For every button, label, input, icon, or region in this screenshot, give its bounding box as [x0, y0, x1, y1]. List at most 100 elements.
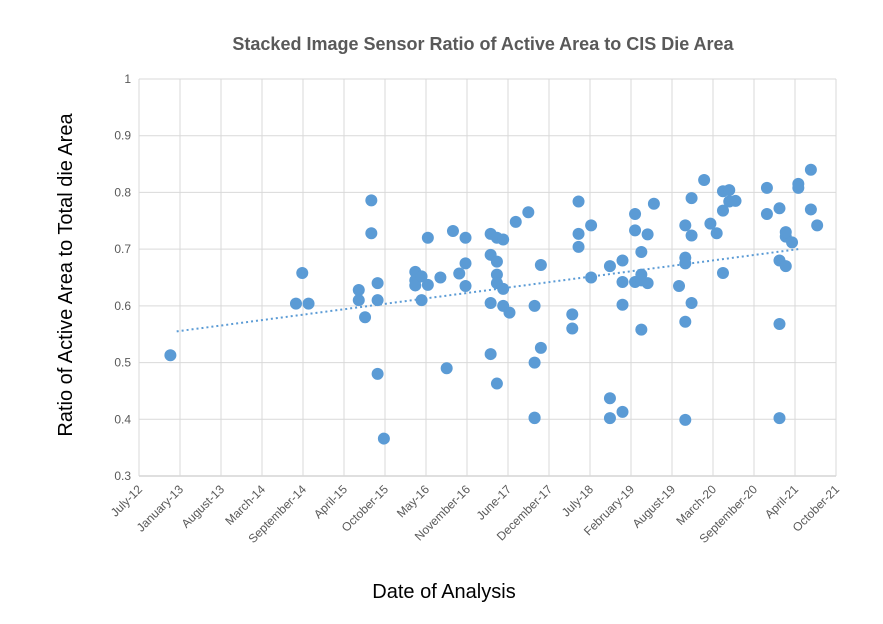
grid — [138, 78, 837, 477]
data-point — [164, 349, 177, 362]
data-point — [572, 195, 585, 208]
data-point — [792, 181, 805, 194]
x-tick-label: July-12 — [108, 482, 145, 519]
data-point — [421, 278, 434, 291]
data-point — [585, 219, 598, 232]
data-point — [629, 207, 642, 220]
data-point — [773, 318, 786, 331]
x-tick-label: May-16 — [394, 482, 432, 520]
data-point — [641, 277, 654, 290]
data-point — [453, 267, 466, 280]
data-point — [528, 356, 541, 369]
chart-title: Stacked Image Sensor Ratio of Active Are… — [232, 34, 734, 54]
data-point — [629, 224, 642, 237]
data-point — [371, 277, 384, 290]
y-axis-ticks: 0.3 0.4 0.5 0.6 0.7 0.8 0.9 1 — [114, 72, 131, 483]
y-tick-label: 0.7 — [114, 242, 131, 256]
data-point — [503, 306, 516, 319]
data-point — [566, 322, 579, 335]
data-point — [786, 236, 799, 249]
data-point — [616, 254, 629, 267]
data-point — [434, 271, 447, 284]
data-point — [484, 297, 497, 310]
data-point — [685, 192, 698, 205]
trendline — [176, 248, 799, 333]
data-point — [716, 266, 729, 279]
data-point — [679, 413, 692, 426]
data-point — [365, 194, 378, 207]
x-axis-label: Date of Analysis — [372, 581, 515, 603]
data-point — [572, 240, 585, 253]
data-point — [773, 412, 786, 425]
data-point — [371, 294, 384, 307]
data-point — [673, 280, 686, 293]
data-point — [723, 184, 736, 197]
x-tick-label: April-15 — [311, 482, 350, 521]
data-point — [490, 377, 503, 390]
data-point — [371, 367, 384, 380]
data-point — [635, 323, 648, 336]
data-point — [509, 215, 522, 228]
data-point — [585, 271, 598, 284]
data-point — [635, 245, 648, 258]
data-point — [603, 412, 616, 425]
data-point — [685, 297, 698, 310]
data-point — [484, 348, 497, 361]
data-point — [641, 228, 654, 241]
data-point — [603, 392, 616, 405]
data-point — [528, 412, 541, 425]
data-point — [704, 217, 717, 230]
data-point — [779, 260, 792, 273]
data-point — [409, 279, 422, 292]
x-tick-label: April-21 — [762, 482, 801, 521]
data-point — [459, 231, 472, 244]
y-tick-label: 0.4 — [114, 412, 131, 426]
data-point — [528, 299, 541, 312]
data-point — [572, 227, 585, 240]
data-point — [365, 227, 378, 240]
y-tick-label: 0.8 — [114, 185, 131, 199]
data-point — [729, 194, 742, 207]
data-point — [534, 341, 547, 354]
data-point — [440, 362, 453, 375]
data-point — [603, 260, 616, 273]
data-point — [679, 315, 692, 328]
data-point — [779, 226, 792, 239]
data-point — [302, 297, 315, 310]
data-point — [804, 163, 817, 176]
data-point — [716, 204, 729, 217]
data-point — [811, 219, 824, 232]
x-tick-label: August-19 — [630, 482, 679, 531]
data-point — [459, 257, 472, 270]
y-tick-label: 0.5 — [114, 356, 131, 370]
y-tick-label: 0.9 — [114, 129, 131, 143]
data-point — [616, 276, 629, 289]
data-points — [164, 163, 824, 445]
data-point — [760, 207, 773, 220]
data-point — [459, 280, 472, 293]
x-tick-label: July-18 — [559, 482, 596, 519]
data-point — [490, 255, 503, 268]
data-point — [616, 405, 629, 418]
data-point — [566, 308, 579, 321]
y-axis-label: Ratio of Active Area to Total die Area — [55, 113, 77, 437]
data-point — [490, 268, 503, 281]
data-point — [415, 270, 428, 283]
x-tick-label: August-13 — [179, 482, 228, 531]
data-point — [296, 266, 309, 279]
data-point — [289, 297, 302, 310]
data-point — [679, 219, 692, 232]
data-point — [685, 229, 698, 242]
data-point — [352, 283, 365, 296]
data-point — [534, 259, 547, 272]
data-point — [679, 257, 692, 270]
data-point — [497, 282, 510, 295]
data-point — [415, 294, 428, 307]
y-tick-label: 1 — [124, 72, 131, 86]
data-point — [710, 227, 723, 240]
x-axis-ticks: July-12January-13August-13March-14Septem… — [108, 482, 842, 546]
data-point — [421, 231, 434, 244]
data-point — [522, 206, 535, 219]
data-point — [804, 203, 817, 216]
